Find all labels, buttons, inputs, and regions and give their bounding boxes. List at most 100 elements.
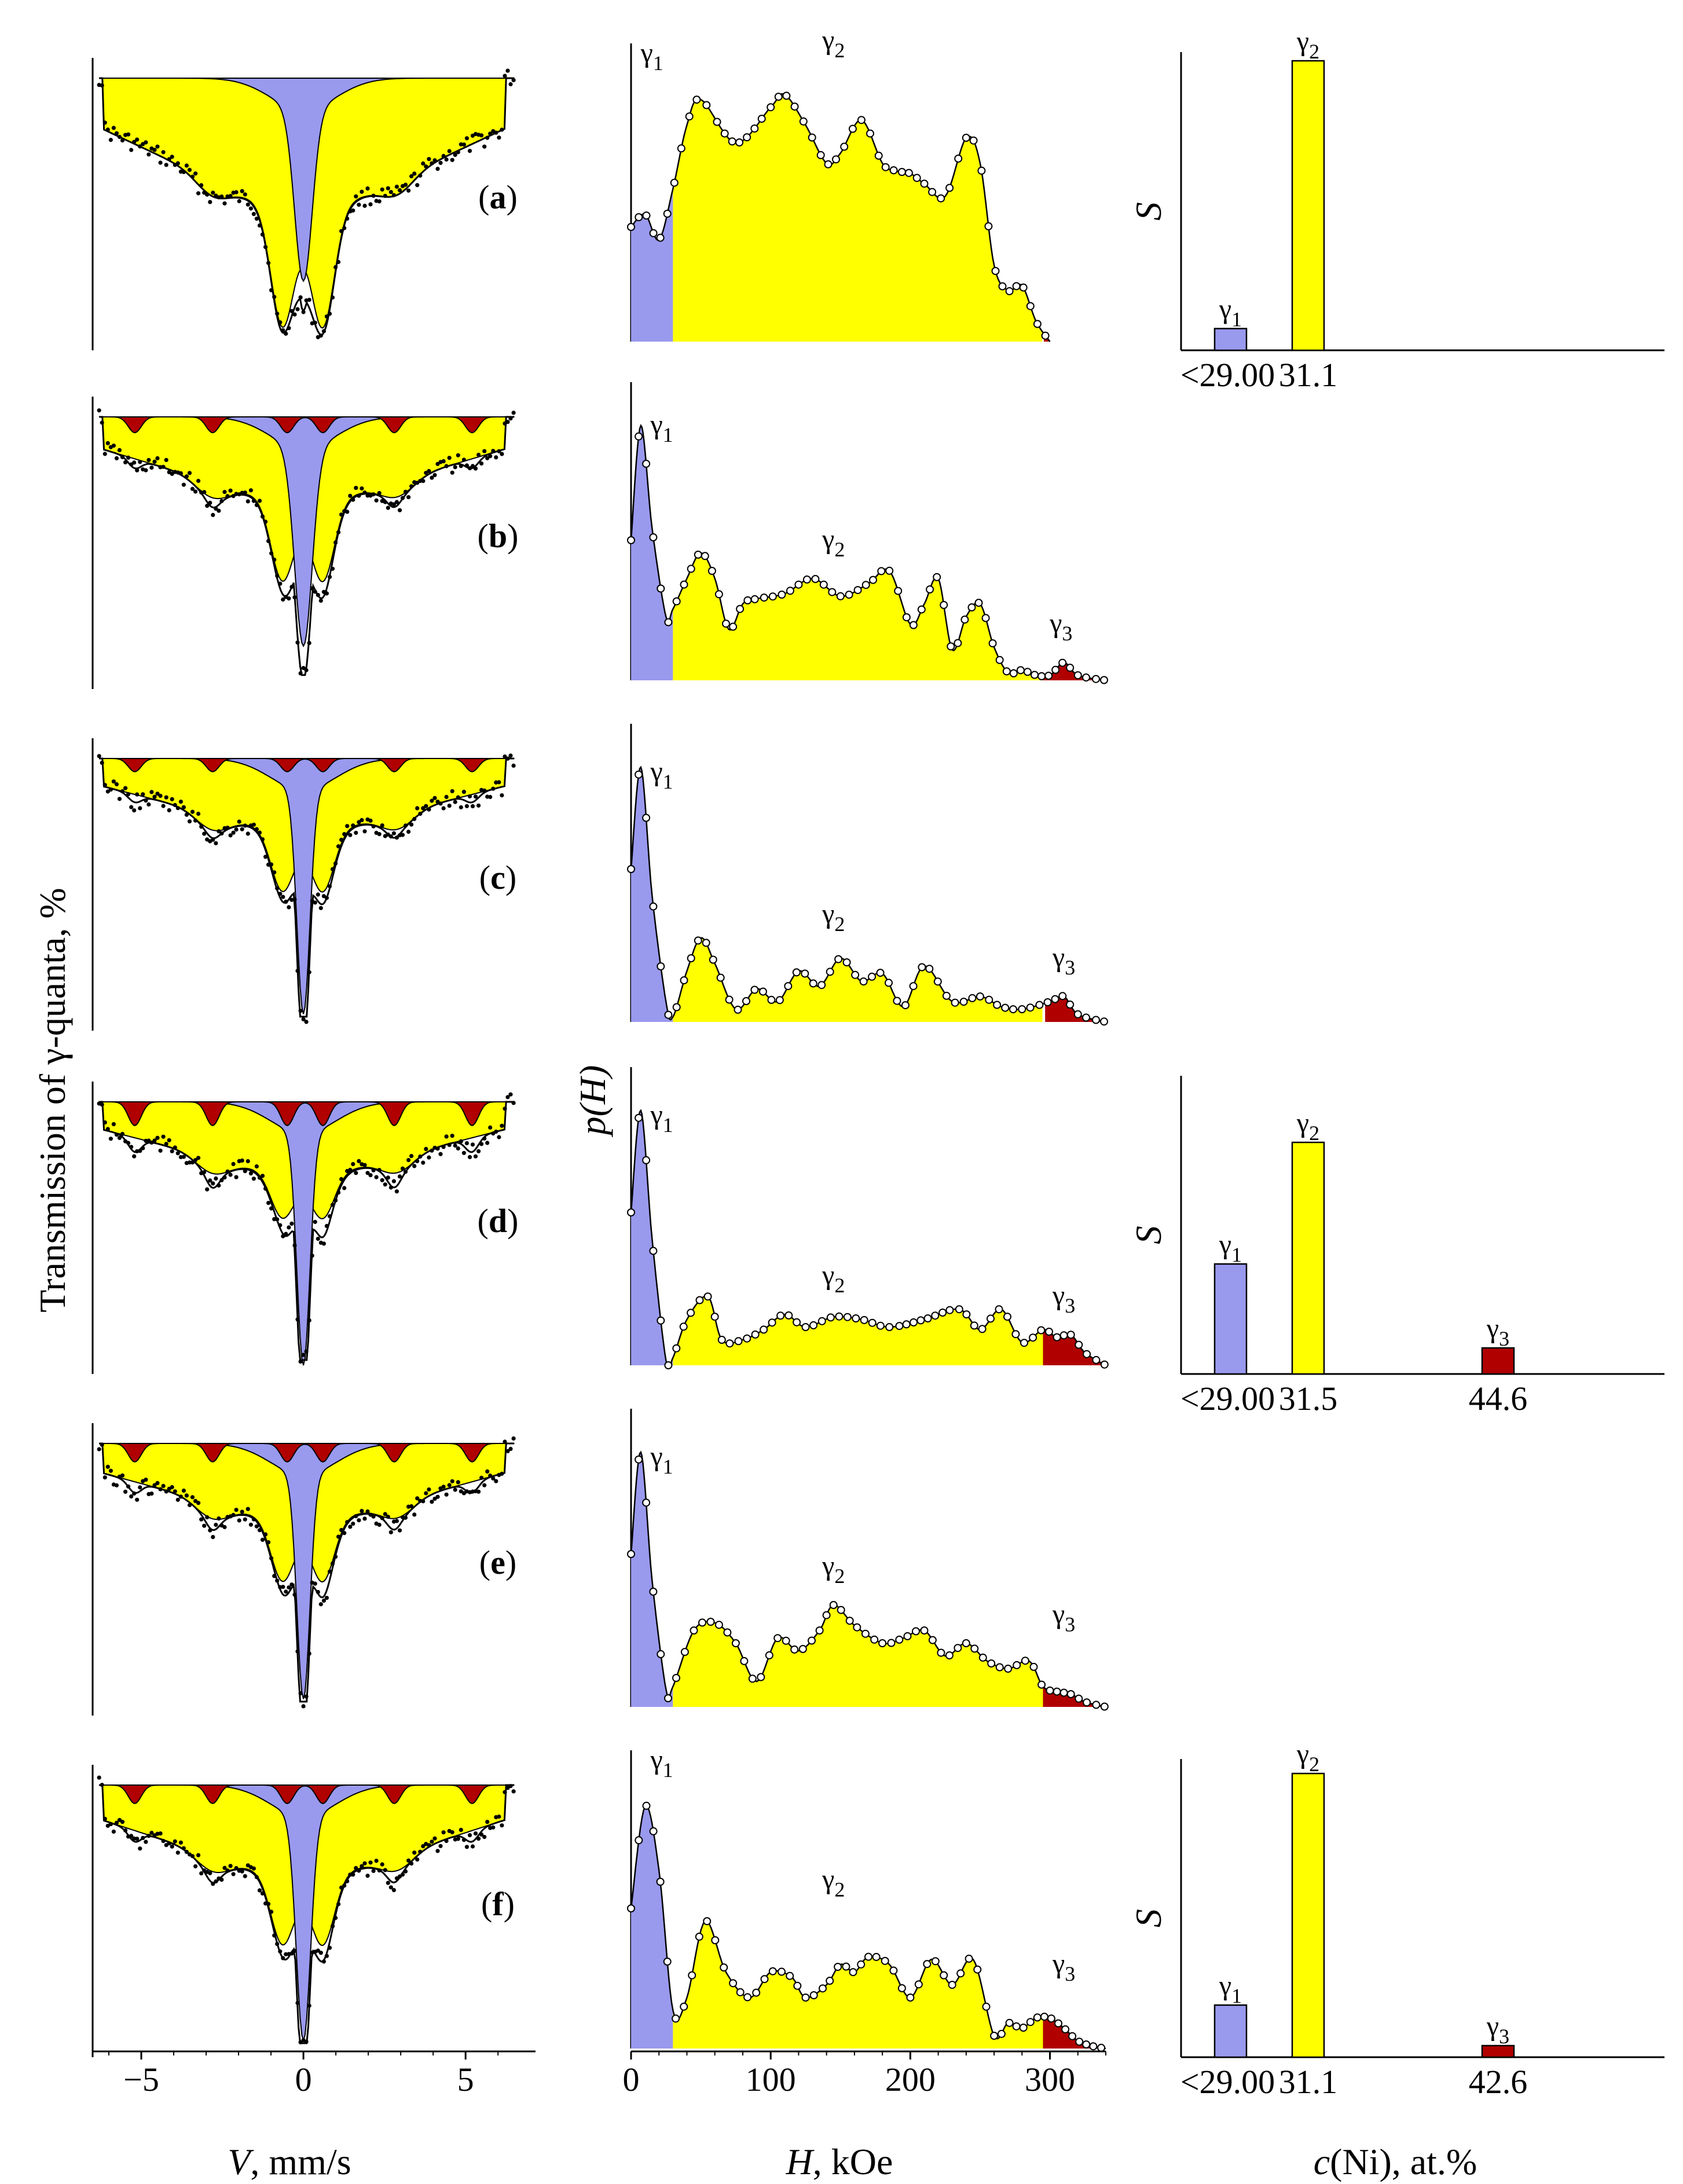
ph-marker <box>978 1653 987 1662</box>
data-point <box>444 464 449 468</box>
data-point <box>149 1830 154 1835</box>
data-point <box>415 806 420 811</box>
ph-marker <box>793 1981 802 1990</box>
velocity-tick-label: 5 <box>457 2061 474 2098</box>
composition-category-label-f: 31.1 <box>1279 2063 1338 2101</box>
data-point <box>138 806 142 811</box>
ph-marker <box>895 1635 904 1644</box>
composition-y-axis-title-a: S <box>1128 202 1169 221</box>
axis-title-rest: , mm/s <box>250 2141 351 2182</box>
data-point <box>243 1874 247 1878</box>
ph-marker <box>758 987 767 996</box>
data-point <box>295 307 300 312</box>
data-point <box>245 831 250 836</box>
data-point <box>135 468 140 472</box>
ph-marker <box>775 996 784 1005</box>
data-point <box>391 193 397 197</box>
data-point <box>505 1095 510 1100</box>
data-point <box>141 1146 145 1150</box>
ph-marker <box>962 134 970 142</box>
ph-marker <box>1053 1333 1061 1342</box>
data-point <box>307 970 311 974</box>
ph-marker <box>790 102 799 111</box>
data-point <box>275 886 280 891</box>
ph-marker <box>923 1960 932 1969</box>
ph-marker <box>735 138 744 146</box>
ph-marker <box>914 1980 923 1989</box>
ph-marker <box>845 1617 854 1625</box>
data-point <box>488 794 493 800</box>
data-point <box>412 1512 417 1517</box>
data-point <box>333 1555 338 1559</box>
data-point <box>225 494 230 499</box>
data-point <box>301 1353 306 1357</box>
data-point <box>111 444 116 448</box>
data-point <box>345 1520 350 1525</box>
bar-gamma3-label-d-subscript: 3 <box>1499 1327 1509 1350</box>
data-point <box>155 456 160 461</box>
data-point <box>450 1830 454 1835</box>
data-point <box>444 794 449 799</box>
ph-marker <box>937 194 945 203</box>
composition-y-axis-title-d: S <box>1128 1226 1169 1244</box>
data-point <box>126 1141 131 1145</box>
data-point <box>316 1948 320 1953</box>
ph-marker <box>842 958 851 967</box>
data-point <box>161 1839 166 1844</box>
data-point <box>164 795 168 800</box>
data-point <box>491 1476 496 1481</box>
ph-marker <box>945 1306 954 1314</box>
ph-marker <box>923 1314 932 1322</box>
data-point <box>456 1837 460 1841</box>
data-point <box>126 1484 131 1489</box>
phase-gamma1-bar-f <box>1213 2004 1248 2058</box>
data-point <box>441 153 446 158</box>
data-point <box>330 1203 335 1207</box>
ph-marker <box>720 129 729 138</box>
ph-marker <box>902 1320 911 1329</box>
data-point <box>251 1517 256 1522</box>
data-point <box>386 1175 390 1180</box>
ph-marker <box>940 1971 948 1980</box>
data-point <box>254 503 259 507</box>
panel-label-paren: ) <box>505 859 516 896</box>
data-point <box>500 1123 504 1128</box>
data-point <box>494 130 498 135</box>
data-point <box>167 157 171 162</box>
ph-marker <box>687 954 695 962</box>
data-point <box>105 1127 110 1131</box>
ph-gamma2-label-d-subscript: 2 <box>834 1274 845 1297</box>
data-point <box>275 573 280 578</box>
ph-marker <box>1044 672 1053 680</box>
data-point <box>292 312 297 317</box>
data-point <box>219 194 224 199</box>
data-point <box>464 1141 470 1145</box>
data-point <box>120 138 125 143</box>
data-point <box>383 1512 387 1516</box>
data-point <box>336 1902 341 1907</box>
data-point <box>441 1485 446 1489</box>
ph-marker <box>627 536 635 544</box>
axis-title-rest: (Ni), at.% <box>1330 2141 1477 2182</box>
data-point <box>152 459 157 464</box>
data-point <box>357 1868 361 1873</box>
data-point <box>339 229 344 233</box>
data-point <box>123 1828 128 1833</box>
data-point <box>275 312 280 316</box>
ph-marker <box>910 1318 918 1326</box>
bar-gamma1-label-a: γ1 <box>1219 294 1242 331</box>
ph-marker <box>819 1984 827 1993</box>
data-point <box>318 334 323 338</box>
ph-marker <box>1051 995 1059 1003</box>
data-point <box>441 1830 446 1835</box>
ph-marker <box>656 1878 665 1886</box>
ph-marker <box>885 979 893 987</box>
data-point <box>508 1784 513 1789</box>
data-point <box>424 1491 428 1496</box>
data-point <box>158 160 163 165</box>
ph-marker <box>657 1650 665 1658</box>
data-point <box>342 1531 347 1536</box>
gamma2-region-a <box>673 94 1043 342</box>
ph-marker <box>822 1611 831 1619</box>
data-point <box>100 1442 104 1447</box>
